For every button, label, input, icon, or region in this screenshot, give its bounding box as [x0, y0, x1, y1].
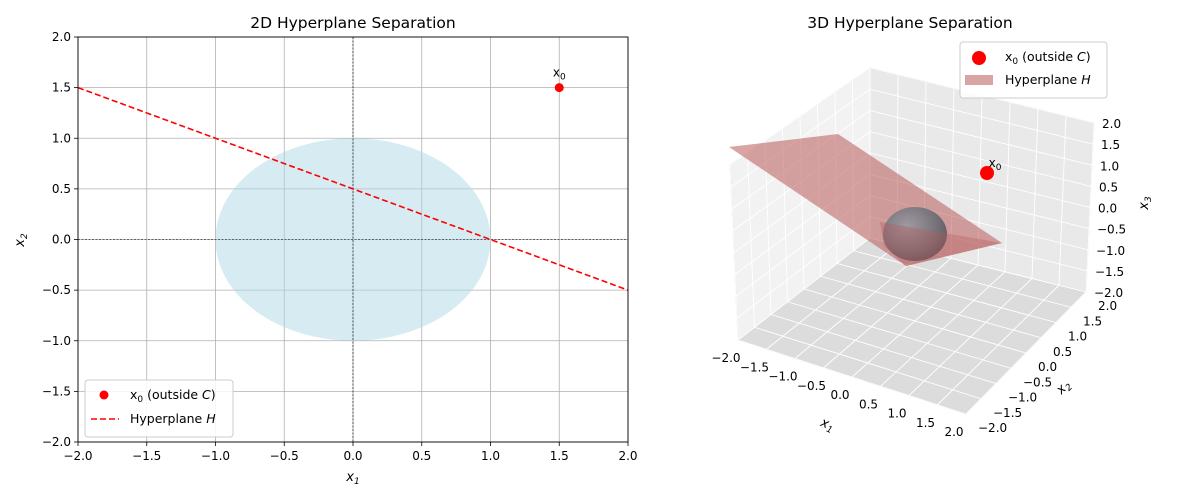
x1-tick-label: 1.5 — [916, 416, 935, 430]
y-tick-label: −1.5 — [42, 384, 71, 398]
floor-grid-x — [880, 271, 1006, 387]
chart-3d: 3D Hyperplane Separation x0 −2.0−2.0−2.0… — [711, 14, 1154, 439]
x2-tick-label: −1.0 — [1008, 391, 1037, 405]
x3-tick-label: 1.0 — [1100, 159, 1119, 173]
y-tick-label: 1.5 — [52, 81, 71, 95]
chart-2d-ticks: −2.0−2.0 −1.5 −1.5 −1.0 −1.0 −0.5 −0.5 0.0 0.0 0.… — [42, 30, 638, 463]
back-grid-h — [869, 152, 1091, 208]
x-tick-label: 0.0 — [343, 449, 362, 463]
x3-tick-label: 0.0 — [1098, 202, 1117, 216]
chart-3d-xlabel: x1 — [817, 415, 837, 436]
floor-grid-y — [803, 288, 1027, 354]
x2-tick-label: 1.0 — [1068, 330, 1087, 344]
set-c-sphere — [883, 207, 947, 261]
back-grid-v — [1085, 122, 1095, 293]
hyperplane-line — [78, 86, 628, 291]
x1-tick-label: −1.5 — [740, 360, 769, 374]
x-tick-label: −2.0 — [63, 449, 92, 463]
y-tick-label: 0.5 — [52, 182, 71, 196]
floor-grid-y — [853, 250, 1072, 308]
x1-tick-label: 1.0 — [887, 407, 906, 421]
floor-grid-y — [820, 275, 1042, 339]
x1-tick-label: −2.0 — [711, 351, 740, 365]
legend-3d-point-marker — [972, 51, 986, 65]
x2-tick-label: 1.5 — [1083, 314, 1102, 328]
x1-tick-label: −0.5 — [797, 379, 826, 393]
legend-3d-hyperplane-marker — [965, 75, 993, 85]
chart-3d-title: 3D Hyperplane Separation — [807, 14, 1013, 32]
x2-tick-label: 0.0 — [1038, 360, 1057, 374]
floor-grid-x — [908, 278, 1033, 396]
chart-3d-zlabel: x3 — [1137, 196, 1154, 211]
floor-grid-x — [965, 291, 1087, 415]
chart-3d-legend: x0 (outside C) Hyperplane H — [959, 41, 1108, 99]
x-tick-label: −1.0 — [201, 449, 230, 463]
point-x0 — [554, 83, 564, 93]
back-grid-h — [869, 131, 1092, 187]
legend-3d-hyperplane-text: Hyperplane H — [1005, 72, 1091, 87]
chart-3d-ylabel: x2 — [1053, 377, 1075, 399]
x3-tick-label: −0.5 — [1097, 223, 1126, 237]
x3-tick-label: 2.0 — [1102, 117, 1121, 131]
x3-tick-label: −2.0 — [1094, 286, 1123, 300]
back-grid-h — [869, 88, 1094, 145]
chart-2d-legend: x0 (outside C) Hyperplane H — [84, 379, 234, 438]
y-tick-label: 1.0 — [52, 131, 71, 145]
legend-hyperplane-text: Hyperplane H — [130, 411, 216, 426]
y-tick-label: −2.0 — [42, 435, 71, 449]
hyperplane-surface-front — [880, 222, 1002, 266]
y-tick-label: −1.0 — [42, 334, 71, 348]
chart-2d-xlabel: x1 — [345, 470, 359, 487]
x1-tick-label: −1.0 — [768, 370, 797, 384]
x1-tick-label: 2.0 — [944, 425, 963, 439]
side-grid-h — [730, 88, 871, 188]
x-tick-label: −0.5 — [270, 449, 299, 463]
x2-tick-label: −2.0 — [978, 421, 1007, 435]
chart-3d-ticks: −2.0−2.0−2.0−1.5−1.5−1.5−1.0−1.0−1.0−0.5… — [711, 117, 1126, 439]
x2-tick-label: −1.5 — [993, 406, 1022, 420]
floor-grid-x — [937, 284, 1060, 406]
chart-2d: 2D Hyperplane Separation x0 −2.0−2.0 −1.5… — [13, 14, 638, 487]
x-tick-label: 1.0 — [481, 449, 500, 463]
legend-point-marker — [99, 390, 109, 400]
x2-tick-label: 2.0 — [1098, 299, 1117, 313]
x-tick-label: 1.5 — [550, 449, 569, 463]
x-tick-label: −1.5 — [132, 449, 161, 463]
chart-2d-ylabel: x2 — [13, 233, 30, 248]
x1-tick-label: 0.5 — [859, 397, 878, 411]
y-tick-label: −0.5 — [42, 283, 71, 297]
back-grid-h — [869, 110, 1093, 166]
point-x0-3d — [980, 166, 994, 180]
floor-grid-y — [836, 263, 1057, 323]
x3-tick-label: −1.5 — [1095, 265, 1124, 279]
back-grid-v — [1058, 116, 1067, 286]
x-tick-label: 0.5 — [412, 449, 431, 463]
back-grid-v — [1031, 109, 1039, 279]
x2-tick-label: 0.5 — [1053, 345, 1072, 359]
x3-tick-label: −1.0 — [1096, 244, 1125, 258]
legend-point-text: x0 (outside C) — [130, 387, 216, 405]
point-x0-label: x0 — [553, 66, 566, 83]
x2-tick-label: −0.5 — [1023, 375, 1052, 389]
back-grid-v — [1004, 102, 1011, 272]
y-tick-label: 2.0 — [52, 30, 71, 44]
chart-2d-title: 2D Hyperplane Separation — [250, 14, 456, 32]
x1-tick-label: 0.0 — [830, 388, 849, 402]
legend-3d-point-text: x0 (outside C) — [1005, 49, 1091, 67]
y-tick-label: 0.0 — [52, 233, 71, 247]
x3-tick-label: 1.5 — [1101, 138, 1120, 152]
x-tick-label: 2.0 — [618, 449, 637, 463]
x3-tick-label: 0.5 — [1099, 180, 1118, 194]
